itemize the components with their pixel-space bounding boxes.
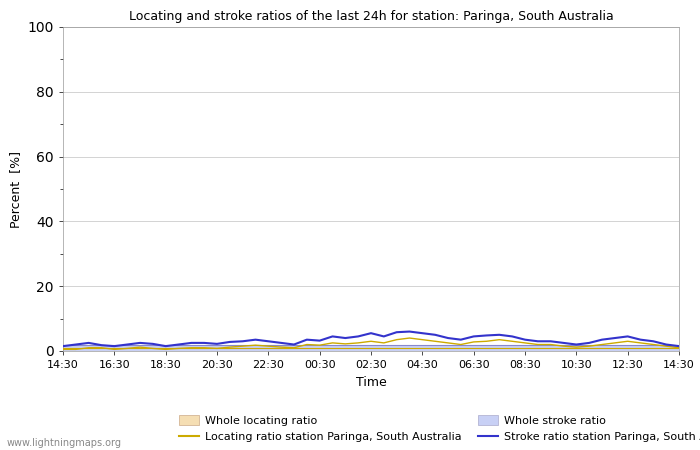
X-axis label: Time: Time (356, 376, 386, 389)
Y-axis label: Percent  [%]: Percent [%] (9, 150, 22, 228)
Text: www.lightningmaps.org: www.lightningmaps.org (7, 438, 122, 448)
Title: Locating and stroke ratios of the last 24h for station: Paringa, South Australia: Locating and stroke ratios of the last 2… (129, 10, 613, 23)
Legend: Whole locating ratio, Locating ratio station Paringa, South Australia, Whole str: Whole locating ratio, Locating ratio sta… (179, 415, 700, 442)
